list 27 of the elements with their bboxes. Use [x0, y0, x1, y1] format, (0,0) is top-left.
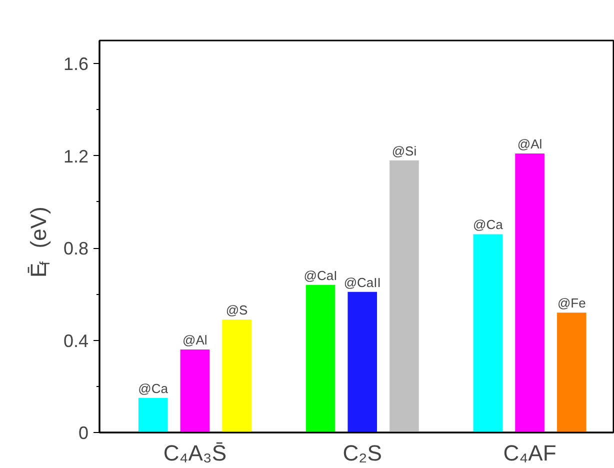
data-label: @Ca — [138, 380, 169, 396]
data-label: @Si — [392, 143, 417, 158]
data-label: @CaI — [304, 268, 338, 283]
data-label: @Al — [182, 332, 208, 348]
bar — [306, 284, 336, 432]
y-tick-label: 0.4 — [63, 330, 89, 351]
data-label: @Fe — [557, 296, 586, 311]
bar — [390, 160, 419, 432]
y-axis-title: Ēf (eV) — [26, 206, 52, 278]
bar — [180, 349, 210, 432]
x-tick-label: C₂S — [342, 440, 382, 466]
bar — [138, 398, 168, 432]
bar — [222, 320, 252, 432]
y-tick-label: 1.6 — [63, 54, 89, 74]
x-tick-label: C₄AF — [503, 440, 556, 466]
data-label: @Al — [517, 136, 542, 152]
bar — [515, 153, 544, 432]
x-tick-label: C₄A₃S̄ — [163, 440, 227, 466]
data-label: @S — [226, 302, 248, 318]
bar — [556, 312, 586, 432]
bar — [473, 234, 503, 432]
data-label: @Ca — [473, 217, 504, 232]
y-tick-label: 1.2 — [63, 146, 89, 166]
data-label: @CaII — [344, 274, 381, 290]
y-tick-label: 0.8 — [63, 238, 89, 259]
y-tick-label: 0 — [78, 423, 89, 443]
bar — [348, 292, 378, 432]
